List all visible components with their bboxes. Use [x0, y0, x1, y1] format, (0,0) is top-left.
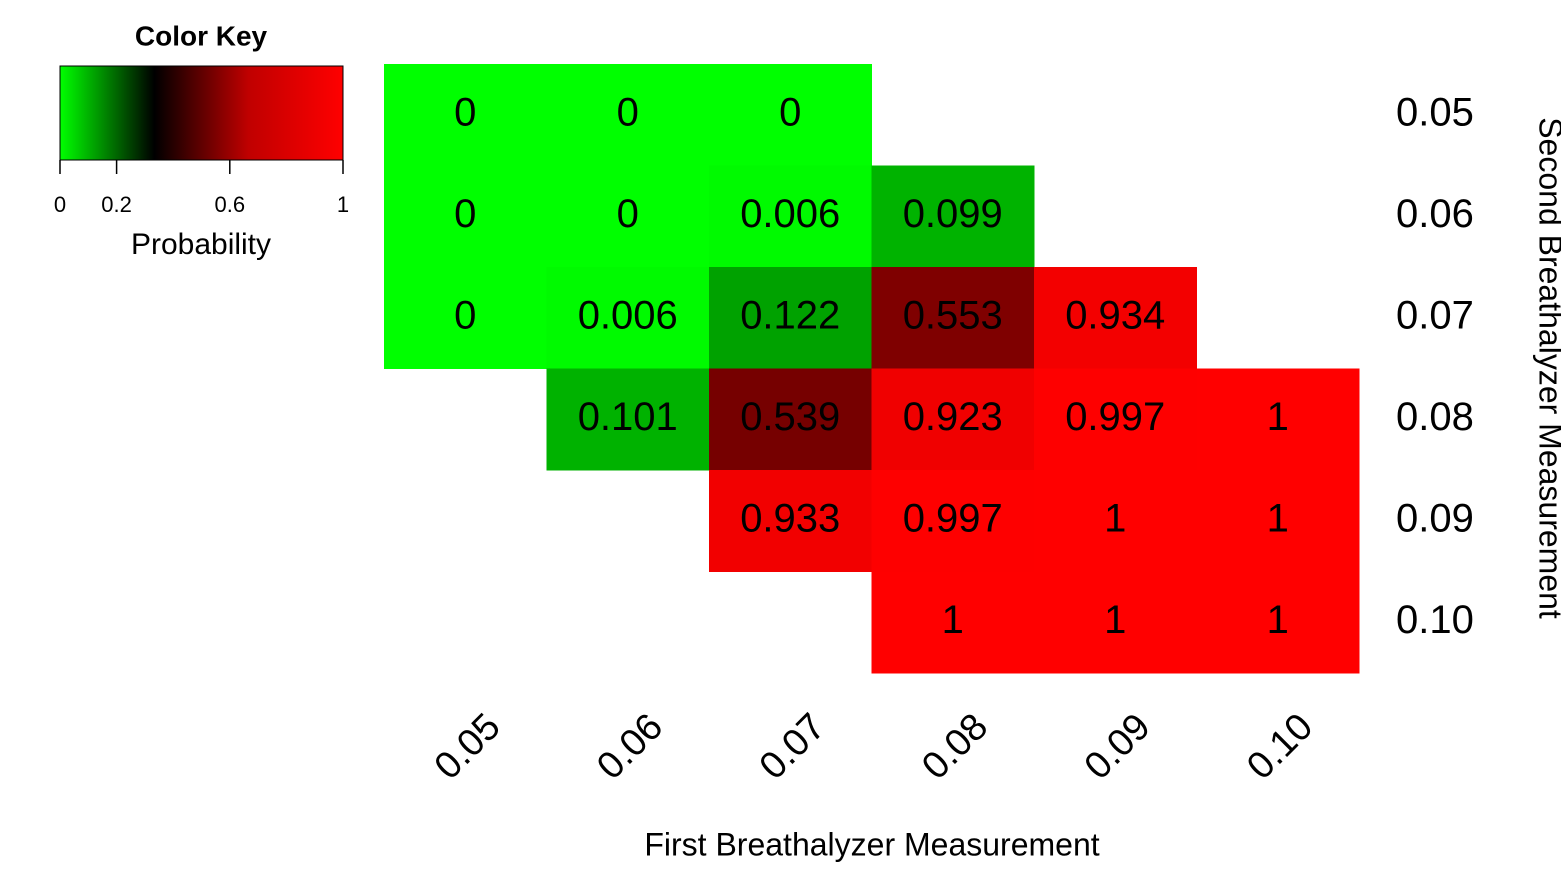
heatmap-cell	[384, 64, 547, 166]
y-tick-label: 0.05	[1396, 90, 1474, 134]
cell-label: 0.122	[740, 293, 840, 337]
y-tick-label: 0.09	[1396, 496, 1474, 540]
heatmap-cell	[384, 267, 547, 369]
key-tick-label: 1	[337, 192, 349, 217]
cell-label: 0	[617, 90, 639, 134]
cell-label: 0.997	[1065, 395, 1165, 439]
y-tick-label: 0.06	[1396, 192, 1474, 236]
heatmap-cell	[709, 165, 872, 268]
heatmap-cell	[546, 267, 710, 369]
cell-label: 0.099	[903, 192, 1003, 236]
cell-label: 0.539	[740, 395, 840, 439]
cell-label: 0	[779, 90, 801, 134]
heatmap-cell	[871, 368, 1035, 471]
heatmap-cell	[871, 267, 1035, 369]
x-tick-label: 0.07	[752, 706, 834, 788]
color-key-bar	[59, 65, 344, 161]
cell-label: 0	[454, 192, 476, 236]
cell-label: 1	[942, 598, 964, 642]
heatmap-cell	[1034, 571, 1197, 674]
cell-label: 1	[1267, 598, 1289, 642]
cell-label: 1	[1104, 496, 1126, 540]
cell-label: 0.006	[740, 192, 840, 236]
y-axis-title: Second Breathalyzer Measurement	[1533, 117, 1561, 619]
heatmap-cell	[1034, 470, 1197, 572]
key-tick-label: 0.2	[101, 192, 132, 217]
heatmap-cell	[1196, 470, 1360, 572]
heatmap-cell	[709, 470, 872, 572]
cell-label: 1	[1104, 598, 1126, 642]
heatmap-cell	[709, 267, 872, 369]
cell-label: 0.553	[903, 293, 1003, 337]
cell-label: 0.933	[740, 496, 840, 540]
y-tick-label: 0.08	[1396, 395, 1474, 439]
heatmap-cell	[546, 368, 710, 471]
x-tick-label: 0.10	[1239, 706, 1321, 788]
cell-label: 0	[617, 192, 639, 236]
y-tick-label: 0.07	[1396, 293, 1474, 337]
x-tick-label: 0.08	[914, 706, 996, 788]
x-tick-label: 0.06	[589, 706, 671, 788]
cell-label: 0	[454, 90, 476, 134]
heatmap-cell	[546, 165, 710, 268]
heatmap-cell	[1034, 267, 1197, 369]
cell-label: 0.006	[578, 293, 678, 337]
x-tick-label: 0.09	[1077, 706, 1159, 788]
key-tick-label: 0.6	[215, 192, 246, 217]
key-title: Color Key	[135, 20, 268, 51]
heatmap-cell	[384, 165, 547, 268]
key-label: Probability	[131, 228, 271, 261]
heatmap-cell	[871, 571, 1035, 674]
x-axis-title: First Breathalyzer Measurement	[644, 826, 1099, 862]
heatmap-cell	[1196, 368, 1360, 471]
heatmap-cell	[1196, 571, 1360, 674]
cell-label: 0.997	[903, 496, 1003, 540]
heatmap-cell	[871, 470, 1035, 572]
heatmap-cell	[709, 368, 872, 471]
heatmap-cell	[546, 64, 710, 166]
cell-label: 0.101	[578, 395, 678, 439]
y-tick-label: 0.10	[1396, 598, 1474, 642]
x-tick-label: 0.05	[427, 706, 509, 788]
cell-label: 0.923	[903, 395, 1003, 439]
heatmap-cell	[1034, 368, 1197, 471]
cell-label: 0	[454, 293, 476, 337]
heatmap-cell	[709, 64, 872, 166]
cell-label: 1	[1267, 496, 1289, 540]
cell-label: 0.934	[1065, 293, 1165, 337]
key-tick-label: 0	[54, 192, 66, 217]
cell-label: 1	[1267, 395, 1289, 439]
heatmap-cell	[871, 165, 1035, 268]
